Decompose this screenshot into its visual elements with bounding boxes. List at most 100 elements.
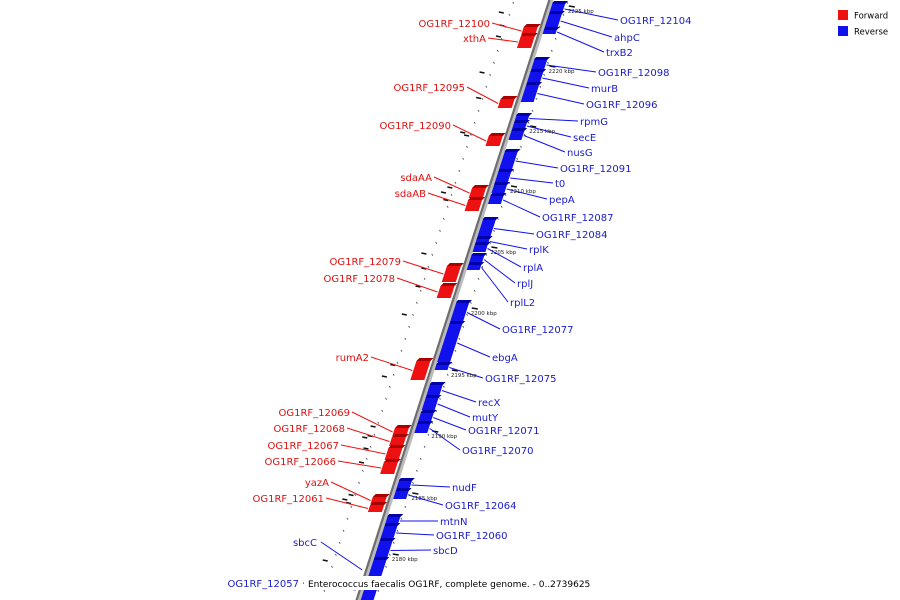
kbp-label: 2180 kbp	[392, 557, 418, 563]
reverse-gene-label: sbcD	[433, 546, 458, 557]
legend-reverse-label: Reverse	[854, 28, 888, 38]
reverse-gene-label: mtnN	[440, 517, 467, 528]
kbp-label: 2220 kbp	[549, 69, 575, 75]
reverse-gene	[416, 410, 437, 422]
reverse-gene-label: OG1RF_12075	[485, 374, 557, 385]
tick-dot	[354, 493, 357, 496]
reverse-leader	[510, 177, 554, 184]
reverse-gene-label: murB	[591, 84, 618, 95]
tick-dot	[493, 229, 495, 232]
tick-dot	[427, 433, 430, 436]
forward-leader	[346, 427, 390, 442]
kbp-label: 2205 kbp	[490, 250, 516, 256]
reverse-leader	[429, 428, 461, 451]
forward-leader	[452, 124, 487, 142]
kbp-tick	[440, 191, 447, 194]
forward-gene-label: OG1RF_12069	[279, 408, 351, 419]
gene-dash	[421, 267, 427, 270]
tick-dot	[396, 529, 399, 532]
tick-dot	[458, 169, 461, 172]
reverse-gene-label: sbcC	[293, 538, 317, 549]
tick-dot	[547, 61, 549, 64]
reverse-leader	[396, 532, 435, 536]
tick-dot	[331, 565, 333, 568]
tick-dot	[358, 481, 360, 484]
kbp-tick	[412, 492, 419, 495]
reverse-gene-label: OG1RF_12071	[468, 426, 540, 437]
reverse-gene	[525, 69, 547, 84]
backbone	[355, 0, 554, 600]
tick-dot	[489, 73, 492, 76]
gene-dash	[348, 493, 354, 497]
legend-forward-swatch	[838, 10, 848, 20]
kbp-tick	[451, 369, 458, 372]
kbp-label: 2210 kbp	[510, 189, 536, 195]
kbp-tick	[460, 131, 466, 134]
tick-dot	[473, 121, 476, 124]
tick-dot	[365, 457, 368, 460]
reverse-gene-label: rplJ	[517, 279, 533, 290]
reverse-leader	[564, 8, 619, 21]
tick-dot	[423, 277, 426, 280]
gene-dash	[475, 96, 482, 100]
forward-leader	[340, 444, 386, 455]
forward-leader	[427, 192, 466, 206]
reverse-leader	[523, 135, 566, 153]
reverse-gene	[433, 362, 453, 370]
reverse-gene	[486, 193, 507, 204]
reverse-gene	[541, 27, 560, 34]
forward-gene-label: OG1RF_12079	[330, 257, 402, 268]
tick-dot	[396, 361, 399, 364]
reverse-gene	[425, 382, 446, 396]
reverse-leader	[526, 125, 572, 138]
tick-dot	[385, 565, 387, 568]
tick-dot	[485, 85, 488, 88]
tick-dot	[385, 397, 387, 400]
forward-leader	[370, 356, 413, 371]
reverse-gene-label: OG1RF_12070	[462, 446, 534, 457]
gene-dash	[447, 186, 453, 189]
gene-dash	[390, 363, 396, 367]
reverse-leader	[411, 484, 451, 488]
reverse-gene	[529, 57, 551, 70]
forward-gene	[384, 445, 406, 460]
reverse-leader	[560, 20, 613, 38]
tick-dot	[458, 337, 461, 340]
tick-dot	[454, 181, 457, 184]
forward-gene-label: OG1RF_12100	[419, 19, 491, 30]
forward-gene	[410, 358, 434, 380]
tick-dot	[527, 121, 530, 124]
forward-gene-label: OG1RF_12068	[274, 424, 346, 435]
reverse-leader	[546, 64, 597, 73]
tick-dot	[562, 13, 565, 16]
tick-dot	[543, 73, 546, 76]
tick-dot	[512, 169, 515, 172]
kbp-tick	[530, 125, 537, 128]
forward-leader	[433, 176, 470, 194]
tick-dot	[450, 193, 453, 196]
tick-dot	[373, 433, 376, 436]
tick-dot	[427, 265, 430, 268]
kbp-tick	[479, 71, 485, 74]
kbp-label: 2195 kbp	[451, 373, 477, 379]
kbp-tick	[549, 65, 556, 68]
kbp-labels: 2225 kbp 2220 kbp 2215 kbp 2210 kbp 2205 kbp…	[392, 9, 595, 563]
forward-leader	[337, 460, 382, 469]
kbp-tick	[471, 307, 478, 310]
reverse-leader	[441, 390, 477, 403]
reverse-leader	[515, 160, 559, 169]
forward-gene	[516, 33, 538, 48]
reverse-gene-label: mutY	[472, 413, 499, 424]
forward-gene-label: OG1RF_12078	[324, 274, 396, 285]
tick-dot	[419, 457, 422, 460]
tick-dot	[392, 373, 395, 376]
tick-dot	[496, 49, 499, 52]
tick-marks	[322, 1, 575, 592]
kbp-tick	[392, 553, 399, 556]
reverse-gene	[543, 11, 565, 28]
tick-dot	[516, 157, 519, 160]
reverse-leader	[537, 93, 585, 105]
tick-dot	[539, 85, 542, 88]
reverse-gene-label: OG1RF_12060	[436, 531, 508, 542]
